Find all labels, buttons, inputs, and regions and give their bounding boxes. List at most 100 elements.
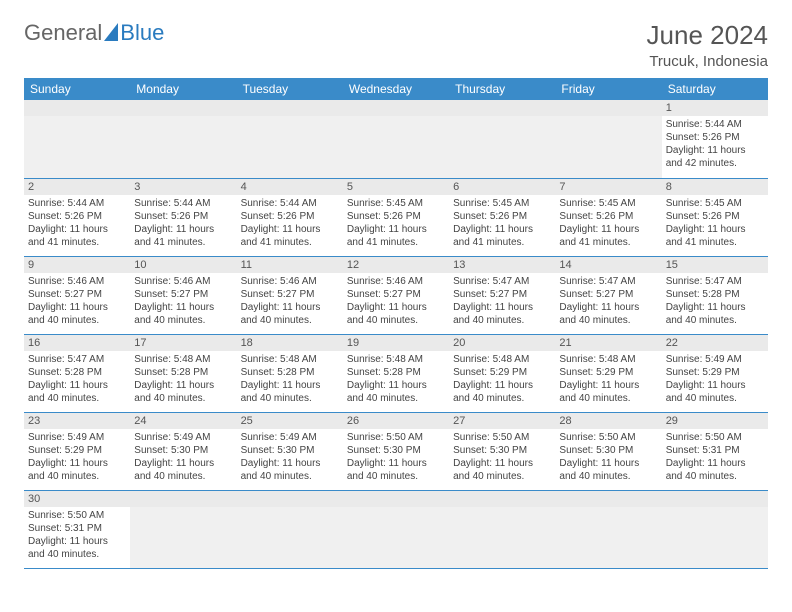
sunset-text: Sunset: 5:26 PM bbox=[453, 210, 551, 223]
calendar-row: 1Sunrise: 5:44 AMSunset: 5:26 PMDaylight… bbox=[24, 100, 768, 178]
sunrise-text: Sunrise: 5:44 AM bbox=[666, 118, 764, 131]
sunrise-text: Sunrise: 5:47 AM bbox=[453, 275, 551, 288]
daylight-text: Daylight: 11 hours and 40 minutes. bbox=[559, 379, 657, 405]
day-number: 25 bbox=[237, 413, 343, 429]
month-title: June 2024 bbox=[647, 20, 768, 51]
sunset-text: Sunset: 5:29 PM bbox=[559, 366, 657, 379]
day-cell: 20Sunrise: 5:48 AMSunset: 5:29 PMDayligh… bbox=[449, 334, 555, 412]
day-number: 27 bbox=[449, 413, 555, 429]
sunrise-text: Sunrise: 5:45 AM bbox=[347, 197, 445, 210]
daylight-text: Daylight: 11 hours and 40 minutes. bbox=[347, 301, 445, 327]
empty-cell bbox=[555, 100, 661, 178]
day-cell: 22Sunrise: 5:49 AMSunset: 5:29 PMDayligh… bbox=[662, 334, 768, 412]
day-cell: 9Sunrise: 5:46 AMSunset: 5:27 PMDaylight… bbox=[24, 256, 130, 334]
sunrise-text: Sunrise: 5:48 AM bbox=[453, 353, 551, 366]
sunrise-text: Sunrise: 5:45 AM bbox=[453, 197, 551, 210]
day-number: 26 bbox=[343, 413, 449, 429]
daylight-text: Daylight: 11 hours and 40 minutes. bbox=[241, 457, 339, 483]
day-cell: 16Sunrise: 5:47 AMSunset: 5:28 PMDayligh… bbox=[24, 334, 130, 412]
sunset-text: Sunset: 5:26 PM bbox=[559, 210, 657, 223]
day-cell: 3Sunrise: 5:44 AMSunset: 5:26 PMDaylight… bbox=[130, 178, 236, 256]
title-block: June 2024 Trucuk, Indonesia bbox=[647, 20, 768, 70]
daylight-text: Daylight: 11 hours and 40 minutes. bbox=[453, 301, 551, 327]
sunrise-text: Sunrise: 5:44 AM bbox=[241, 197, 339, 210]
sunset-text: Sunset: 5:28 PM bbox=[28, 366, 126, 379]
daylight-text: Daylight: 11 hours and 40 minutes. bbox=[241, 379, 339, 405]
day-cell: 18 Sunrise: 5:48 AMSunset: 5:28 PMDayligh… bbox=[237, 334, 343, 412]
day-cell: 13Sunrise: 5:47 AMSunset: 5:27 PMDayligh… bbox=[449, 256, 555, 334]
day-cell: 21Sunrise: 5:48 AMSunset: 5:29 PMDayligh… bbox=[555, 334, 661, 412]
day-number: 18 bbox=[237, 335, 343, 351]
sunset-text: Sunset: 5:28 PM bbox=[134, 366, 232, 379]
day-cell: 17Sunrise: 5:48 AMSunset: 5:28 PMDayligh… bbox=[130, 334, 236, 412]
day-number: 24 bbox=[130, 413, 236, 429]
sunrise-text: Sunrise: 5:46 AM bbox=[134, 275, 232, 288]
calendar-table: SundayMondayTuesdayWednesdayThursdayFrid… bbox=[24, 78, 768, 569]
day-number: 19 bbox=[343, 335, 449, 351]
sunrise-text: Sunrise: 5:45 AM bbox=[666, 197, 764, 210]
daylight-text: Daylight: 11 hours and 40 minutes. bbox=[666, 379, 764, 405]
sunset-text: Sunset: 5:30 PM bbox=[241, 444, 339, 457]
day-number: 7 bbox=[555, 179, 661, 195]
weekday-header: Friday bbox=[555, 78, 661, 100]
sunset-text: Sunset: 5:27 PM bbox=[241, 288, 339, 301]
daylight-text: Daylight: 11 hours and 40 minutes. bbox=[453, 457, 551, 483]
day-number: 9 bbox=[24, 257, 130, 273]
daylight-text: Daylight: 11 hours and 40 minutes. bbox=[453, 379, 551, 405]
day-cell: 12Sunrise: 5:46 AMSunset: 5:27 PMDayligh… bbox=[343, 256, 449, 334]
sunset-text: Sunset: 5:30 PM bbox=[453, 444, 551, 457]
sail-icon bbox=[104, 23, 118, 41]
sunset-text: Sunset: 5:28 PM bbox=[666, 288, 764, 301]
brand-text-2: Blue bbox=[120, 20, 164, 46]
empty-cell bbox=[449, 490, 555, 568]
daylight-text: Daylight: 11 hours and 41 minutes. bbox=[134, 223, 232, 249]
day-cell: 8Sunrise: 5:45 AMSunset: 5:26 PMDaylight… bbox=[662, 178, 768, 256]
day-number: 2 bbox=[24, 179, 130, 195]
sunset-text: Sunset: 5:30 PM bbox=[134, 444, 232, 457]
sunset-text: Sunset: 5:29 PM bbox=[666, 366, 764, 379]
day-number: 15 bbox=[662, 257, 768, 273]
sunrise-text: Sunrise: 5:46 AM bbox=[28, 275, 126, 288]
sunset-text: Sunset: 5:27 PM bbox=[453, 288, 551, 301]
daylight-text: Daylight: 11 hours and 41 minutes. bbox=[347, 223, 445, 249]
sunrise-text: Sunrise: 5:47 AM bbox=[666, 275, 764, 288]
day-cell: 10Sunrise: 5:46 AMSunset: 5:27 PMDayligh… bbox=[130, 256, 236, 334]
sunrise-text: Sunrise: 5:48 AM bbox=[134, 353, 232, 366]
sunset-text: Sunset: 5:31 PM bbox=[28, 522, 126, 535]
day-cell: 14Sunrise: 5:47 AMSunset: 5:27 PMDayligh… bbox=[555, 256, 661, 334]
weekday-header: Saturday bbox=[662, 78, 768, 100]
brand-text-1: General bbox=[24, 20, 102, 46]
daylight-text: Daylight: 11 hours and 40 minutes. bbox=[134, 301, 232, 327]
day-cell: 2Sunrise: 5:44 AMSunset: 5:26 PMDaylight… bbox=[24, 178, 130, 256]
sunset-text: Sunset: 5:26 PM bbox=[134, 210, 232, 223]
weekday-header: Tuesday bbox=[237, 78, 343, 100]
day-number: 11 bbox=[237, 257, 343, 273]
daylight-text: Daylight: 11 hours and 41 minutes. bbox=[666, 223, 764, 249]
sunrise-text: Sunrise: 5:47 AM bbox=[559, 275, 657, 288]
sunrise-text: Sunrise: 5:48 AM bbox=[241, 353, 339, 366]
sunrise-text: Sunrise: 5:49 AM bbox=[28, 431, 126, 444]
header: General Blue June 2024 Trucuk, Indonesia bbox=[24, 20, 768, 70]
day-cell: 5Sunrise: 5:45 AMSunset: 5:26 PMDaylight… bbox=[343, 178, 449, 256]
daylight-text: Daylight: 11 hours and 40 minutes. bbox=[347, 457, 445, 483]
empty-cell bbox=[130, 100, 236, 178]
calendar-body: 1Sunrise: 5:44 AMSunset: 5:26 PMDaylight… bbox=[24, 100, 768, 568]
day-number: 6 bbox=[449, 179, 555, 195]
empty-cell bbox=[237, 490, 343, 568]
sunset-text: Sunset: 5:28 PM bbox=[241, 366, 339, 379]
day-number: 20 bbox=[449, 335, 555, 351]
calendar-row: 9Sunrise: 5:46 AMSunset: 5:27 PMDaylight… bbox=[24, 256, 768, 334]
sunrise-text: Sunrise: 5:48 AM bbox=[347, 353, 445, 366]
day-number: 17 bbox=[130, 335, 236, 351]
sunset-text: Sunset: 5:26 PM bbox=[28, 210, 126, 223]
calendar-row: 2Sunrise: 5:44 AMSunset: 5:26 PMDaylight… bbox=[24, 178, 768, 256]
daylight-text: Daylight: 11 hours and 40 minutes. bbox=[241, 301, 339, 327]
daylight-text: Daylight: 11 hours and 40 minutes. bbox=[666, 301, 764, 327]
calendar-row: 16Sunrise: 5:47 AMSunset: 5:28 PMDayligh… bbox=[24, 334, 768, 412]
day-number: 8 bbox=[662, 179, 768, 195]
sunrise-text: Sunrise: 5:48 AM bbox=[559, 353, 657, 366]
sunset-text: Sunset: 5:30 PM bbox=[559, 444, 657, 457]
sunrise-text: Sunrise: 5:49 AM bbox=[666, 353, 764, 366]
day-number: 30 bbox=[24, 491, 130, 507]
day-cell: 4Sunrise: 5:44 AMSunset: 5:26 PMDaylight… bbox=[237, 178, 343, 256]
